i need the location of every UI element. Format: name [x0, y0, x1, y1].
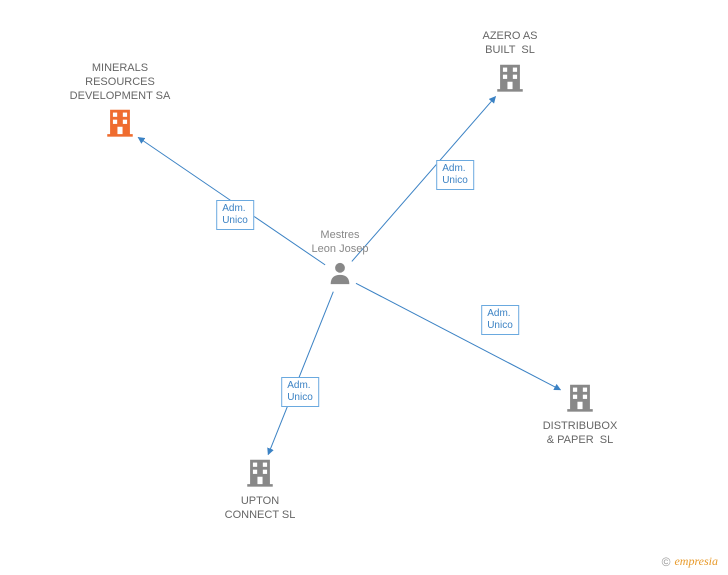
- copyright-symbol: ©: [662, 555, 671, 569]
- edge-label: Adm. Unico: [281, 377, 319, 407]
- node-label: Mestres Leon Josep: [312, 229, 369, 257]
- node-label: UPTON CONNECT SL: [225, 495, 296, 523]
- edge-line: [268, 292, 333, 455]
- edge-line: [356, 283, 561, 390]
- node-label: DISTRIBUBOX & PAPER SL: [543, 420, 618, 448]
- edge-label: Adm. Unico: [481, 305, 519, 335]
- person-icon: [326, 259, 354, 292]
- building-icon: [563, 381, 597, 420]
- building-icon: [103, 106, 137, 145]
- network-diagram: Mestres Leon Josep MINERALS RESOURCES DE…: [0, 0, 728, 575]
- edge-label: Adm. Unico: [436, 160, 474, 190]
- building-icon: [243, 456, 277, 495]
- brand-name: empresia: [674, 554, 718, 569]
- edge-line: [352, 97, 496, 262]
- edge-label: Adm. Unico: [216, 200, 254, 230]
- building-icon: [493, 61, 527, 100]
- watermark: © empresia: [662, 554, 718, 569]
- node-label: AZERO AS BUILT SL: [482, 30, 537, 58]
- node-label: MINERALS RESOURCES DEVELOPMENT SA: [70, 62, 171, 103]
